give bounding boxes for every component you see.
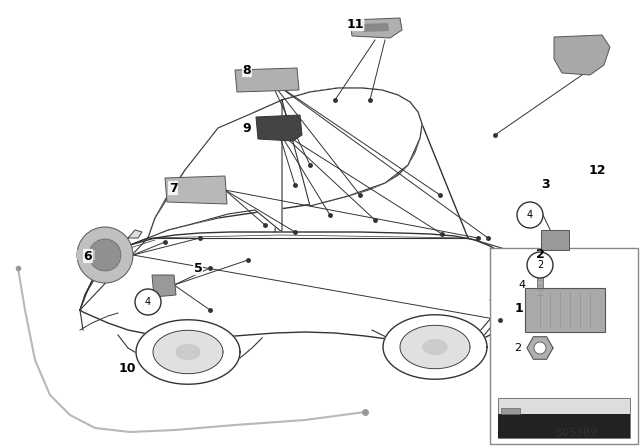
Text: 2: 2 [515, 343, 522, 353]
Text: 5: 5 [194, 262, 202, 275]
Circle shape [517, 202, 543, 228]
Text: 12: 12 [588, 164, 605, 177]
Polygon shape [350, 18, 402, 38]
Text: 4: 4 [518, 280, 525, 290]
Text: 4: 4 [145, 297, 151, 307]
Polygon shape [527, 337, 553, 359]
Polygon shape [362, 23, 389, 32]
Polygon shape [176, 345, 200, 359]
Polygon shape [80, 232, 515, 348]
Polygon shape [128, 230, 142, 238]
Polygon shape [153, 330, 223, 374]
Polygon shape [383, 315, 487, 379]
Text: 7: 7 [168, 181, 177, 194]
Circle shape [135, 289, 161, 315]
Polygon shape [282, 88, 422, 206]
Text: 3: 3 [541, 178, 549, 191]
Polygon shape [152, 275, 176, 297]
Polygon shape [400, 325, 470, 369]
Text: 505389: 505389 [555, 428, 597, 438]
Bar [537, 276, 543, 298]
Circle shape [89, 239, 121, 271]
Polygon shape [256, 115, 302, 141]
Polygon shape [148, 88, 422, 238]
Polygon shape [532, 265, 548, 275]
Circle shape [77, 227, 133, 283]
Polygon shape [165, 176, 227, 204]
Circle shape [527, 252, 553, 278]
Bar [498, 398, 630, 438]
Text: 11: 11 [346, 17, 364, 30]
Polygon shape [136, 320, 240, 384]
Circle shape [534, 342, 546, 354]
Text: 2: 2 [537, 260, 543, 270]
Polygon shape [525, 288, 605, 332]
Text: 9: 9 [243, 121, 252, 134]
Polygon shape [77, 250, 95, 260]
Polygon shape [554, 35, 610, 75]
Polygon shape [235, 68, 299, 92]
Text: 2: 2 [536, 249, 545, 262]
Polygon shape [501, 408, 520, 414]
Polygon shape [423, 340, 447, 354]
Polygon shape [148, 100, 282, 238]
Polygon shape [541, 230, 569, 250]
Text: 10: 10 [118, 362, 136, 375]
Text: 8: 8 [243, 64, 252, 77]
Bar [490, 248, 638, 444]
Text: 6: 6 [84, 250, 92, 263]
Bar [498, 414, 630, 438]
Text: 1: 1 [515, 302, 524, 314]
Text: 4: 4 [527, 210, 533, 220]
